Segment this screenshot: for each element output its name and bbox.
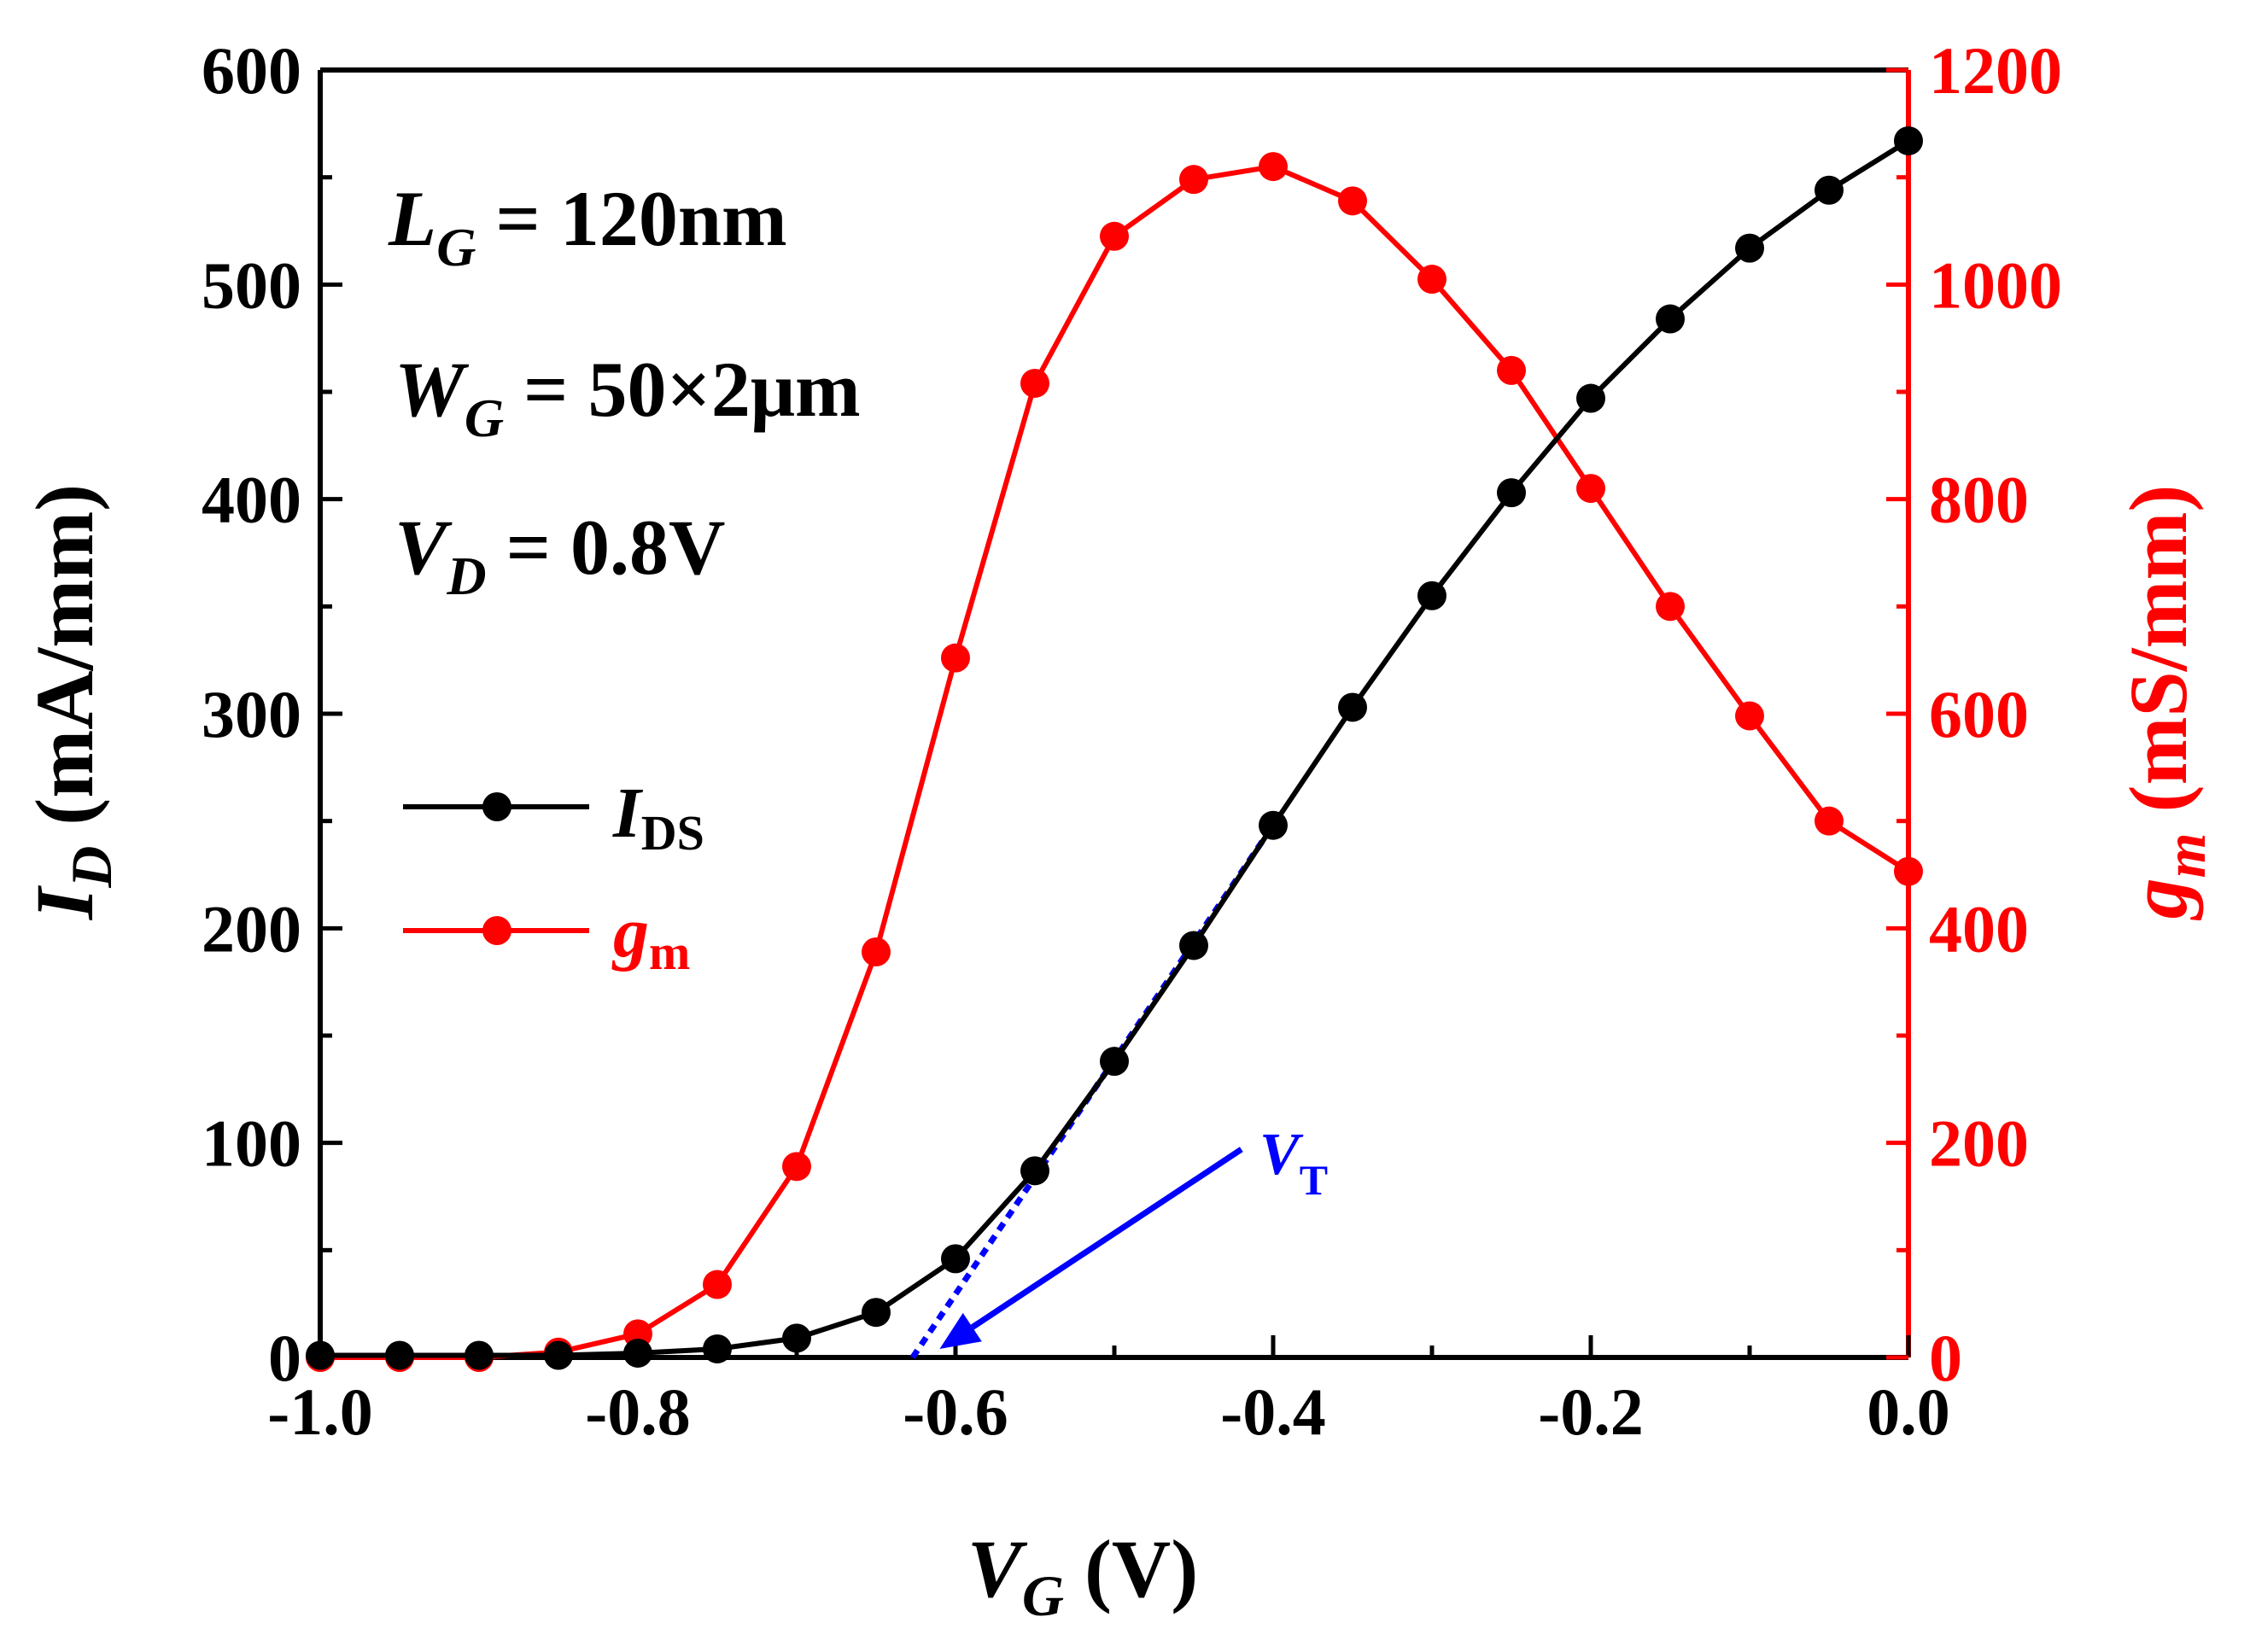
y-left-tick-label: 400: [202, 463, 301, 537]
vt-annotation-layer: VT: [909, 823, 1328, 1359]
gm-point: [941, 643, 970, 673]
series-layer: [306, 126, 1923, 1372]
ids-point: [1020, 1156, 1049, 1186]
ids-point: [1417, 581, 1446, 610]
ids-point: [782, 1323, 811, 1353]
axes-layer: -1.0 -0.8 -0.6 -0.4 -0.2 0.001002003004005006…: [202, 33, 2062, 1449]
ids-point: [1100, 1047, 1129, 1077]
y-right-tick-label: 0: [1929, 1321, 1962, 1395]
gm-point: [1259, 152, 1288, 182]
gate-width-annotation: WG = 50×2μm: [394, 346, 861, 448]
legend-ids-label: IDS: [612, 773, 704, 861]
y-left-tick-label: 200: [202, 891, 301, 966]
ids-point: [623, 1338, 652, 1368]
ids-point: [1894, 126, 1923, 155]
ids-point: [1338, 692, 1367, 722]
y-left-tick-label: 600: [202, 33, 301, 108]
y-left-tick-label: 0: [268, 1321, 301, 1395]
gm-point: [782, 1152, 811, 1182]
ids-point: [1656, 304, 1685, 334]
gm-point: [1417, 265, 1446, 295]
gm-point: [1576, 474, 1605, 504]
x-tick-label: -0.4: [1220, 1375, 1325, 1449]
gm-point: [1179, 165, 1208, 195]
ids-point: [1735, 233, 1764, 263]
gm-point: [1100, 221, 1129, 251]
x-axis-title: VG (V): [967, 1523, 1198, 1628]
gm-point: [1497, 355, 1526, 385]
ids-point: [1576, 383, 1605, 413]
y-left-tick-label: 100: [202, 1106, 301, 1181]
y-left-axis-title: ID (mA/mm): [19, 484, 124, 920]
y-right-tick-label: 200: [1929, 1106, 2029, 1181]
ids-point: [385, 1340, 414, 1370]
x-tick-label: -0.8: [585, 1375, 690, 1449]
gm-point: [862, 937, 891, 966]
ids-point: [1179, 931, 1208, 960]
legend-ids-marker: [482, 792, 511, 821]
y-right-tick-label: 1000: [1929, 248, 2062, 322]
x-tick-label: -0.6: [903, 1375, 1008, 1449]
gm-point: [1656, 592, 1685, 622]
y-right-tick-label: 800: [1929, 463, 2029, 537]
gm-point: [1815, 806, 1844, 836]
gm-point: [1894, 856, 1923, 886]
x-tick-label: 0.0: [1867, 1375, 1950, 1449]
gm-point: [703, 1270, 732, 1299]
vt-label: VT: [1259, 1122, 1328, 1204]
gate-length-annotation: LG = 120nm: [388, 175, 787, 277]
ids-point: [703, 1334, 732, 1363]
y-right-axis-title: gm (mS/mm): [2113, 485, 2218, 921]
titles-layer: VG (V) ID (mA/mm) gm (mS/mm): [19, 484, 2218, 1628]
ids-point: [1259, 810, 1288, 840]
annotations-layer: LG = 120nm WG = 50×2μm VD = 0.8V: [388, 175, 861, 606]
legend: IDS gm: [403, 773, 704, 980]
y-right-tick-label: 1200: [1929, 33, 2062, 108]
ids-point: [941, 1244, 970, 1274]
ids-point: [1497, 478, 1526, 508]
y-right-tick-label: 600: [1929, 677, 2029, 751]
x-tick-label: -0.2: [1538, 1375, 1643, 1449]
x-tick-label: -1.0: [267, 1375, 372, 1449]
gm-point: [1338, 186, 1367, 216]
legend-gm-label: gm: [611, 893, 690, 980]
y-left-tick-label: 500: [202, 248, 301, 322]
drain-voltage-annotation: VD = 0.8V: [394, 504, 725, 606]
vt-arrow-head: [939, 1312, 982, 1349]
gm-point: [1735, 701, 1764, 731]
ids-point: [306, 1340, 335, 1370]
y-left-tick-label: 300: [202, 677, 301, 751]
legend-gm-marker: [482, 916, 511, 945]
ids-point: [1815, 175, 1844, 205]
y-right-tick-label: 400: [1929, 891, 2029, 966]
vt-arrow-shaft: [970, 1147, 1243, 1330]
ids-point: [862, 1298, 891, 1328]
ids-point: [544, 1340, 573, 1370]
gm-point: [1020, 368, 1049, 398]
ids-point: [465, 1340, 494, 1370]
